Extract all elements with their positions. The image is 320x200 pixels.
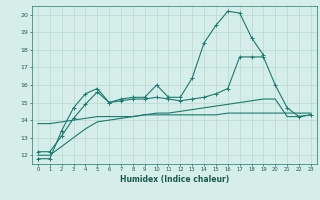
X-axis label: Humidex (Indice chaleur): Humidex (Indice chaleur)	[120, 175, 229, 184]
